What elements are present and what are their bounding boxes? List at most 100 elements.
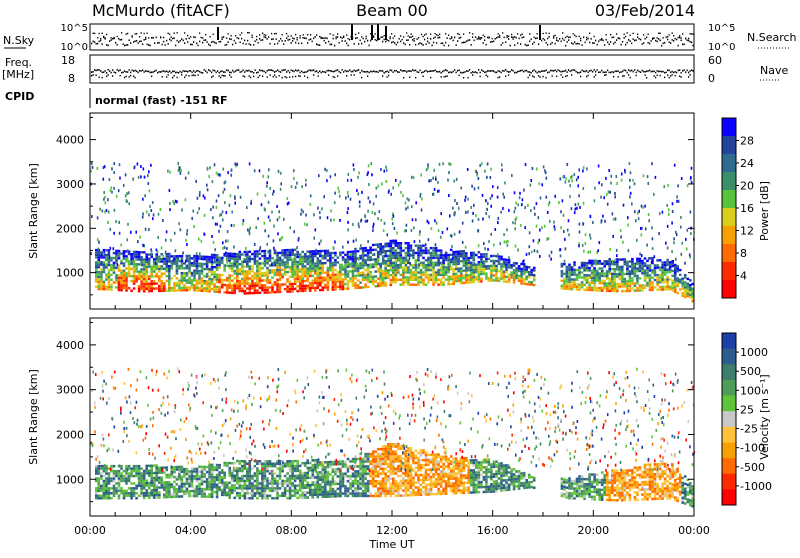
power-echo-cell: [452, 268, 455, 270]
power-scatter-cell: [132, 178, 134, 181]
power-echo-cell: [103, 271, 106, 273]
power-echo-cell: [166, 263, 169, 265]
power-echo-cell: [520, 270, 523, 272]
power-echo-cell: [533, 269, 536, 271]
power-echo-cell: [198, 272, 201, 274]
power-echo-cell: [498, 280, 501, 282]
power-echo-cell: [659, 269, 662, 271]
power-echo-cell: [216, 257, 219, 259]
noise-mark: [325, 42, 326, 44]
power-echo-cell: [591, 279, 594, 281]
power-echo-cell: [415, 262, 418, 264]
power-echo-cell: [319, 272, 322, 274]
noise-mark: [289, 39, 290, 41]
power-echo-cell: [118, 255, 121, 257]
power-scatter-cell: [91, 215, 93, 218]
power-echo-cell: [206, 268, 209, 270]
power-echo-cell: [181, 279, 184, 281]
power-scatter-cell: [571, 207, 573, 210]
power-echo-cell: [422, 284, 425, 286]
power-echo-cell: [312, 253, 315, 255]
power-echo-cell: [581, 276, 584, 278]
power-echo-cell: [332, 279, 335, 281]
power-echo-cell: [294, 280, 297, 282]
power-echo-cell: [616, 283, 619, 285]
noise-mark: [475, 36, 476, 38]
power-scatter-cell: [266, 181, 268, 184]
noise-mark: [160, 36, 161, 37]
power-echo-cell: [299, 287, 302, 289]
power-echo-cell: [254, 277, 257, 279]
power-echo-cell: [196, 289, 199, 291]
power-scatter-cell: [222, 218, 224, 221]
power-echo-cell: [226, 265, 229, 267]
power-scatter-cell: [245, 247, 247, 250]
power-echo-cell: [314, 267, 317, 269]
power-echo-cell: [332, 262, 335, 264]
power-scatter-cell: [137, 240, 139, 243]
noise-mark: [442, 43, 443, 45]
velocity-echo-cell: [166, 476, 169, 479]
power-echo-cell: [374, 263, 377, 265]
noise-mark: [276, 38, 277, 40]
noise-mark: [619, 38, 620, 40]
power-scatter-cell: [319, 211, 321, 214]
power-echo-cell: [181, 255, 184, 257]
velocity-echo-cell: [113, 472, 116, 475]
power-echo-cell: [505, 276, 508, 278]
velocity-echo-cell: [103, 475, 106, 478]
power-scatter-cell: [181, 209, 183, 212]
power-echo-cell: [364, 254, 367, 256]
noise-mark: [624, 37, 625, 39]
power-echo-cell: [218, 264, 221, 266]
nave-mark: [198, 74, 199, 76]
noise-mark: [268, 36, 269, 38]
power-echo-cell: [314, 282, 317, 284]
power-echo-cell: [115, 250, 118, 252]
power-echo-cell: [641, 260, 644, 262]
power-scatter-cell: [549, 201, 551, 204]
power-scatter-cell: [365, 220, 367, 223]
freq-mark: [108, 69, 109, 71]
power-echo-cell: [271, 286, 274, 288]
power-echo-cell: [118, 289, 121, 291]
freq-mark: [549, 71, 550, 73]
velocity-echo-cell: [163, 496, 166, 499]
power-scatter-cell: [529, 245, 531, 248]
power-scatter-cell: [398, 183, 400, 186]
power-echo-cell: [372, 258, 375, 260]
noise-mark: [543, 38, 544, 40]
power-echo-cell: [312, 275, 315, 277]
power-echo-cell: [266, 272, 269, 274]
power-echo-cell: [301, 260, 304, 262]
velocity-echo-cell: [163, 486, 166, 489]
power-scatter-cell: [439, 163, 441, 166]
noise-mark: [610, 41, 611, 43]
power-scatter-cell: [538, 216, 540, 219]
velocity-echo-cell: [145, 480, 148, 483]
noise-mark: [658, 38, 659, 40]
noise-mark: [94, 33, 95, 34]
nave-mark: [508, 74, 509, 76]
nave-mark: [367, 76, 368, 78]
power-echo-cell: [334, 288, 337, 290]
power-echo-cell: [470, 271, 473, 273]
power-echo-cell: [342, 283, 345, 285]
power-echo-cell: [644, 287, 647, 289]
power-echo-cell: [145, 278, 148, 280]
power-echo-cell: [138, 285, 141, 287]
freq-mark: [393, 71, 394, 73]
power-scatter-cell: [143, 167, 145, 170]
freq-mark: [510, 71, 511, 73]
power-echo-cell: [347, 253, 350, 255]
nave-mark: [279, 75, 280, 77]
noise-mark: [346, 43, 347, 45]
power-scatter-cell: [249, 232, 251, 235]
nave-mark: [243, 75, 244, 77]
power-echo-cell: [578, 271, 581, 273]
power-scatter-cell: [568, 180, 570, 183]
freq-mark: [343, 71, 344, 73]
power-echo-cell: [402, 269, 405, 271]
freq-mark: [637, 70, 638, 72]
power-scatter-cell: [470, 206, 472, 209]
